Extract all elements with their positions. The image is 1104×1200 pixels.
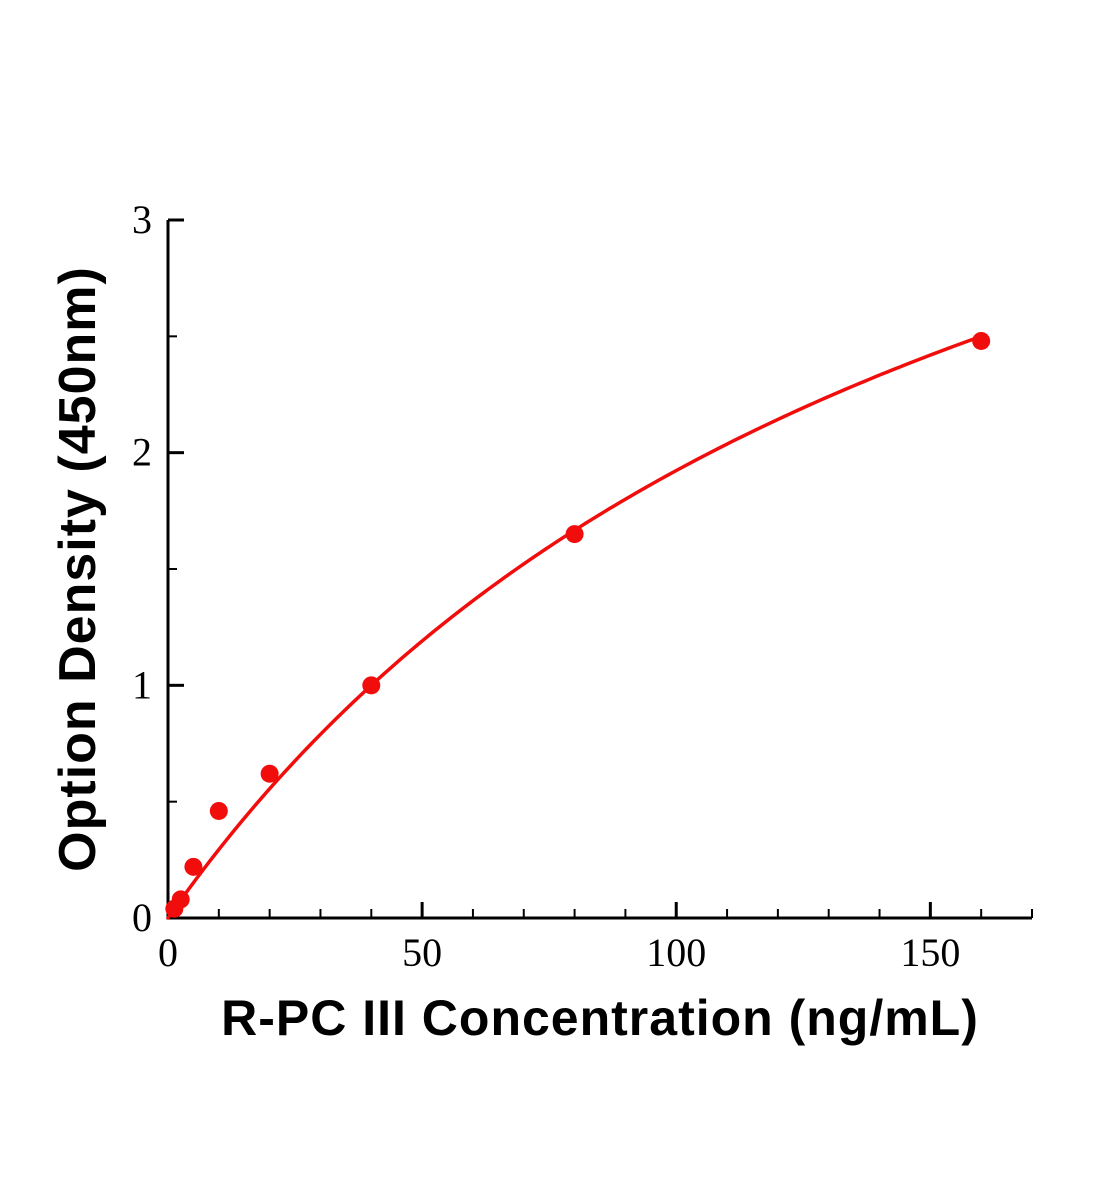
y-axis-title: Option Density (450nm)	[49, 266, 107, 872]
data-point	[260, 764, 279, 783]
fitted-curve	[166, 334, 983, 920]
y-tick-label: 0	[132, 895, 152, 940]
data-point	[171, 890, 190, 909]
x-tick-label: 0	[158, 930, 178, 975]
x-axis-title: R-PC III Concentration (ng/mL)	[221, 990, 979, 1046]
data-point	[362, 676, 381, 695]
data-point	[565, 525, 584, 544]
y-tick-label: 3	[132, 197, 152, 242]
data-point	[184, 857, 203, 876]
x-tick-label: 150	[900, 930, 960, 975]
y-tick-label: 2	[132, 430, 152, 475]
y-tick-label: 1	[132, 662, 152, 707]
data-point	[972, 331, 991, 350]
data-point	[209, 801, 228, 820]
x-tick-label: 50	[402, 930, 442, 975]
x-tick-label: 100	[646, 930, 706, 975]
